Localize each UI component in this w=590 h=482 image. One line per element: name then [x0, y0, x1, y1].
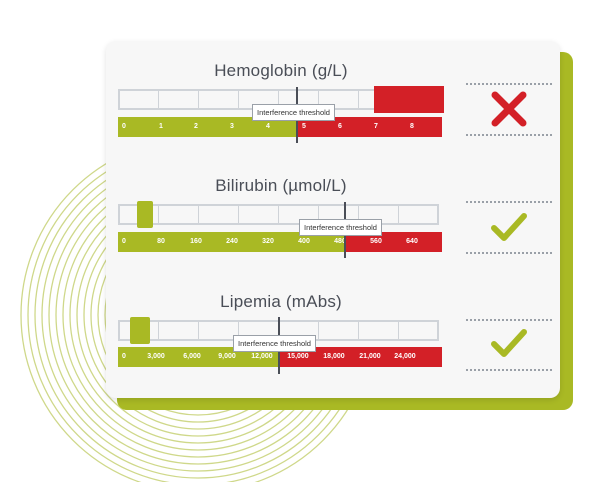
tick-label: 3,000	[147, 353, 165, 360]
result-level-marker	[137, 201, 153, 228]
panel-title: Hemoglobin (g/L)	[214, 61, 348, 80]
checkmark-icon	[491, 329, 527, 357]
tick-label: 80	[157, 238, 165, 245]
tick-label: 9,000	[218, 353, 236, 360]
tick-label: 400	[298, 238, 310, 245]
interference-card: Hemoglobin (g/L) 0 1 2 3 4 5 6 7 8 Inter…	[106, 41, 560, 398]
tick-label: 0	[122, 353, 126, 360]
divider	[466, 83, 552, 85]
tick-label: 240	[226, 238, 238, 245]
acceptable-range-bar	[118, 347, 280, 367]
tick-label: 18,000	[323, 353, 345, 360]
checkmark-icon	[491, 213, 527, 241]
panel-title: Lipemia (mAbs)	[220, 292, 342, 311]
divider	[466, 134, 552, 136]
tick-label: 0	[122, 123, 126, 130]
tick-label: 7	[374, 123, 378, 130]
tick-label: 6	[338, 123, 342, 130]
interference-range-bar	[297, 117, 442, 137]
tick-label: 8	[410, 123, 414, 130]
tick-label: 3	[230, 123, 234, 130]
result-scale	[118, 204, 439, 225]
panel-title: Bilirubin (µmol/L)	[215, 176, 347, 195]
tick-label: 640	[406, 238, 418, 245]
divider	[466, 201, 552, 203]
tick-label: 0	[122, 238, 126, 245]
divider	[466, 252, 552, 254]
tick-label: 12,000	[251, 353, 273, 360]
interference-range-bar	[345, 232, 442, 252]
tick-label: 480	[334, 238, 346, 245]
tick-label: 6,000	[183, 353, 201, 360]
result-level-marker	[130, 317, 150, 344]
threshold-label: Interference threshold	[252, 104, 335, 121]
tick-label: 1	[159, 123, 163, 130]
threshold-label: Interference threshold	[233, 335, 316, 352]
tick-label: 2	[194, 123, 198, 130]
tick-label: 560	[370, 238, 382, 245]
tick-label: 4	[266, 123, 270, 130]
tick-label: 320	[262, 238, 274, 245]
tick-label: 160	[190, 238, 202, 245]
result-level-bar	[374, 86, 444, 113]
acceptable-range-bar	[118, 232, 345, 252]
acceptable-range-bar	[118, 117, 297, 137]
tick-label: 24,000	[394, 353, 416, 360]
divider	[466, 319, 552, 321]
interference-range-bar	[280, 347, 442, 367]
divider	[466, 369, 552, 371]
threshold-label: Interference threshold	[299, 219, 382, 236]
tick-label: 15,000	[287, 353, 309, 360]
tick-label: 21,000	[359, 353, 381, 360]
cross-icon	[491, 91, 527, 127]
tick-label: 5	[302, 123, 306, 130]
